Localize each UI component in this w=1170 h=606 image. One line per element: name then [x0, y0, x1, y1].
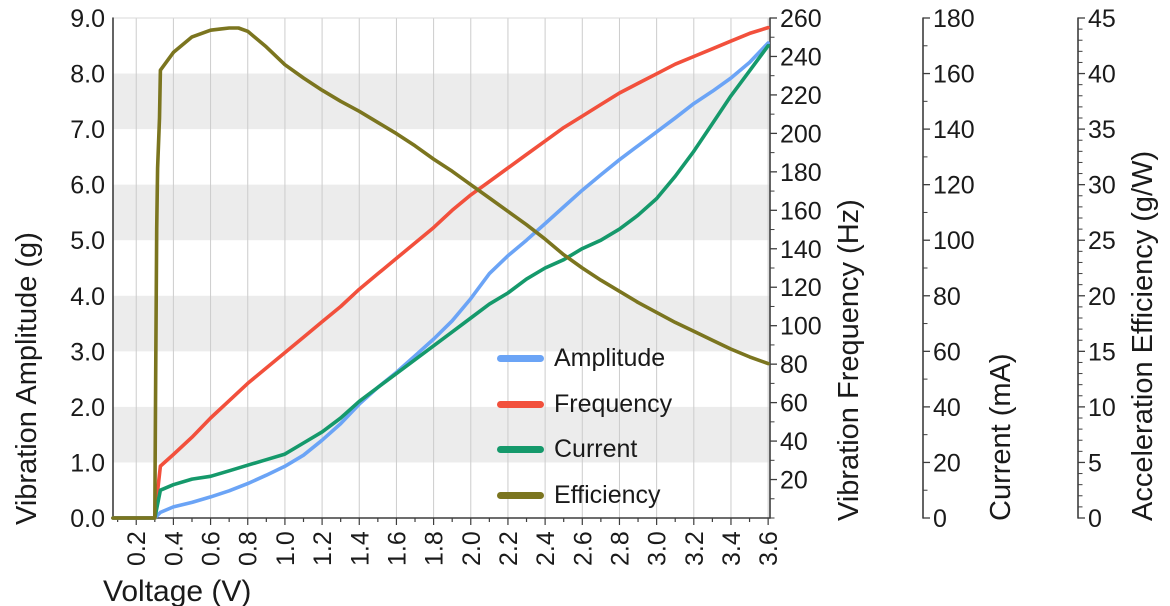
x-tick-label: 2.2: [495, 531, 523, 566]
x-tick-label: 0.2: [123, 531, 151, 566]
series-line-amplitude: [111, 41, 770, 520]
efficiency-tick-label: 10: [1088, 394, 1116, 422]
current-tick-label: 80: [933, 283, 961, 311]
efficiency-tick-label: 0: [1088, 505, 1102, 533]
left-tick-label: 4.0: [70, 283, 105, 311]
efficiency-tick-label: 30: [1088, 172, 1116, 200]
current-tick-label: 160: [933, 61, 975, 89]
x-tick-label: 2.6: [569, 531, 597, 566]
legend-item-amplitude: Amplitude: [497, 344, 665, 372]
current-tick-label: 40: [933, 394, 961, 422]
x-tick-label: 0.6: [198, 531, 226, 566]
frequency-tick-label: 220: [780, 82, 822, 110]
x-tick-label: 3.4: [718, 531, 746, 566]
current-tick-label: 0: [933, 505, 947, 533]
plot-band: [113, 406, 770, 463]
x-tick-label: 3.0: [644, 531, 672, 566]
legend-item-frequency: Frequency: [497, 390, 672, 418]
current-tick-label: 140: [933, 116, 975, 144]
efficiency-tick-label: 15: [1088, 338, 1116, 366]
efficiency-tick-label: 20: [1088, 283, 1116, 311]
legend-label-amplitude: Amplitude: [554, 343, 666, 372]
left-tick-label: 3.0: [70, 338, 105, 366]
x-tick-label: 0.4: [160, 531, 188, 566]
frequency-tick-label: 80: [780, 351, 808, 379]
x-tick-label: 1.2: [309, 531, 337, 566]
legend-label-frequency: Frequency: [554, 389, 673, 418]
efficiency-tick-label: 35: [1088, 116, 1116, 144]
x-tick-label: 1.4: [346, 531, 374, 566]
series-line-efficiency: [111, 26, 770, 520]
current-line-swatch: [497, 445, 544, 453]
efficiency-tick-label: 40: [1088, 61, 1116, 89]
legend-label-current: Current: [554, 434, 638, 463]
frequency-tick-label: 160: [780, 197, 822, 225]
x-tick-label: 0.8: [235, 531, 263, 566]
frequency-tick-label: 120: [780, 274, 822, 302]
frequency-tick-label: 140: [780, 236, 822, 264]
frequency-tick-label: 20: [780, 467, 808, 495]
frequency-tick-label: 180: [780, 159, 822, 187]
x-tick-label: 2.8: [606, 531, 634, 566]
x-axis-title: Voltage (V): [103, 575, 251, 606]
left-tick-label: 2.0: [70, 394, 105, 422]
legend-item-current: Current: [497, 435, 637, 463]
efficiency-axis-title: Acceleration Efficiency (g/W): [1127, 151, 1159, 521]
x-tick-label: 1.8: [421, 531, 449, 566]
frequency-tick-label: 40: [780, 428, 808, 456]
efficiency-tick-label: 5: [1088, 449, 1102, 477]
plot-band: [113, 73, 770, 130]
series-line-frequency: [111, 25, 770, 520]
x-tick-label: 3.2: [681, 531, 709, 566]
current-tick-label: 60: [933, 338, 961, 366]
frequency-axis-title: Vibration Frequency (Hz): [833, 199, 865, 521]
left-tick-label: 8.0: [70, 61, 105, 89]
legend-label-efficiency: Efficiency: [554, 480, 661, 509]
frequency-tick-label: 100: [780, 313, 822, 341]
plot-band: [113, 295, 770, 352]
frequency-tick-label: 60: [780, 390, 808, 418]
legend-item-efficiency: Efficiency: [497, 481, 661, 509]
left-tick-label: 7.0: [70, 116, 105, 144]
left-axis-title: Vibration Amplitude (g): [11, 232, 43, 525]
left-tick-label: 0.0: [70, 505, 105, 533]
x-tick-label: 2.4: [532, 531, 560, 566]
efficiency-tick-label: 25: [1088, 227, 1116, 255]
series-line-current: [111, 43, 770, 520]
efficiency-tick-label: 45: [1088, 5, 1116, 33]
x-tick-label: 3.6: [755, 531, 783, 566]
efficiency-line-swatch: [497, 491, 544, 499]
left-tick-label: 1.0: [70, 449, 105, 477]
current-tick-label: 20: [933, 449, 961, 477]
frequency-tick-label: 260: [780, 5, 822, 33]
left-tick-label: 5.0: [70, 227, 105, 255]
amplitude-line-swatch: [497, 354, 544, 362]
current-tick-label: 100: [933, 227, 975, 255]
frequency-line-swatch: [497, 400, 544, 408]
left-tick-label: 6.0: [70, 172, 105, 200]
current-axis-title: Current (mA): [985, 353, 1017, 521]
x-tick-label: 1.0: [272, 531, 300, 566]
left-tick-label: 9.0: [70, 5, 105, 33]
current-tick-label: 120: [933, 172, 975, 200]
plot-band: [113, 184, 770, 241]
frequency-tick-label: 200: [780, 120, 822, 148]
x-tick-label: 1.6: [383, 531, 411, 566]
current-tick-label: 180: [933, 5, 975, 33]
frequency-tick-label: 240: [780, 43, 822, 71]
x-tick-label: 2.0: [458, 531, 486, 566]
